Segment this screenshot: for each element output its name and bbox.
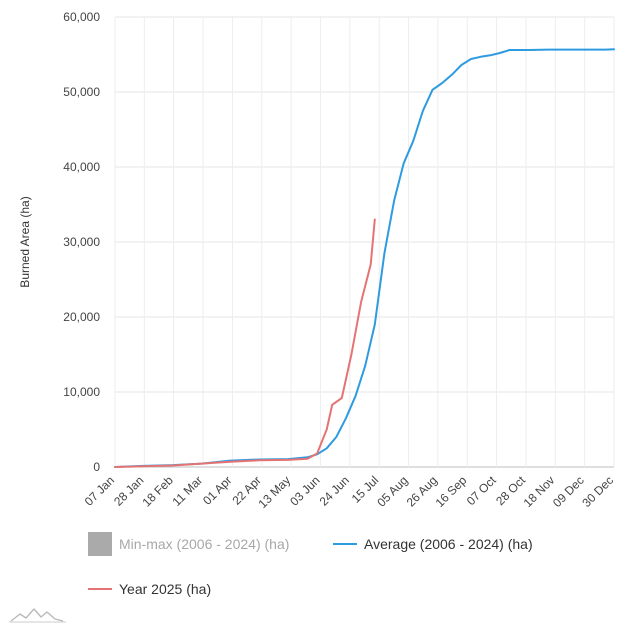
x-tick-label: 16 Sep: [433, 473, 470, 510]
x-tick-label: 07 Jan: [82, 473, 117, 508]
gridlines: [114, 16, 615, 468]
y-tick-label: 30,000: [63, 235, 100, 249]
y-tick-label: 20,000: [63, 310, 100, 324]
legend-label[interactable]: Average (2006 - 2024) (ha): [364, 536, 533, 552]
y-tick-label: 50,000: [63, 85, 100, 99]
x-tick-label: 09 Dec: [550, 473, 587, 510]
x-tick-label: 11 Mar: [169, 473, 205, 509]
y-tick-label: 60,000: [63, 10, 100, 24]
legend: Min-max (2006 - 2024) (ha) Average (2006 …: [88, 532, 533, 597]
series-line-average: [114, 48, 615, 468]
x-tick-label: 05 Aug: [374, 473, 410, 509]
x-tick-label: 03 Jun: [287, 473, 322, 508]
legend-swatch-min-max: [88, 532, 112, 556]
y-axis-ticks: 0 10,000 20,000 30,000 40,000 50,000 60,000: [63, 10, 100, 474]
series-lines: [114, 48, 615, 468]
logo-icon: [9, 608, 66, 623]
x-tick-label: 07 Oct: [464, 473, 499, 508]
x-tick-label: 01 Apr: [200, 473, 234, 507]
legend-label[interactable]: Min-max (2006 - 2024) (ha): [119, 536, 289, 552]
x-tick-label: 26 Aug: [404, 473, 440, 509]
x-tick-label: 24 Jun: [317, 473, 352, 508]
x-tick-label: 30 Dec: [579, 473, 616, 510]
y-tick-label: 0: [93, 460, 100, 474]
y-tick-label: 40,000: [63, 160, 100, 174]
y-axis-title: Burned Area (ha): [18, 196, 32, 287]
legend-label[interactable]: Year 2025 (ha): [119, 581, 211, 597]
x-tick-label: 18 Nov: [521, 473, 558, 510]
x-tick-label: 13 May: [256, 473, 294, 511]
y-tick-label: 10,000: [63, 385, 100, 399]
x-tick-label: 28 Jan: [111, 473, 146, 508]
x-tick-label: 18 Feb: [140, 473, 177, 510]
series-line-year-2025: [114, 218, 376, 468]
